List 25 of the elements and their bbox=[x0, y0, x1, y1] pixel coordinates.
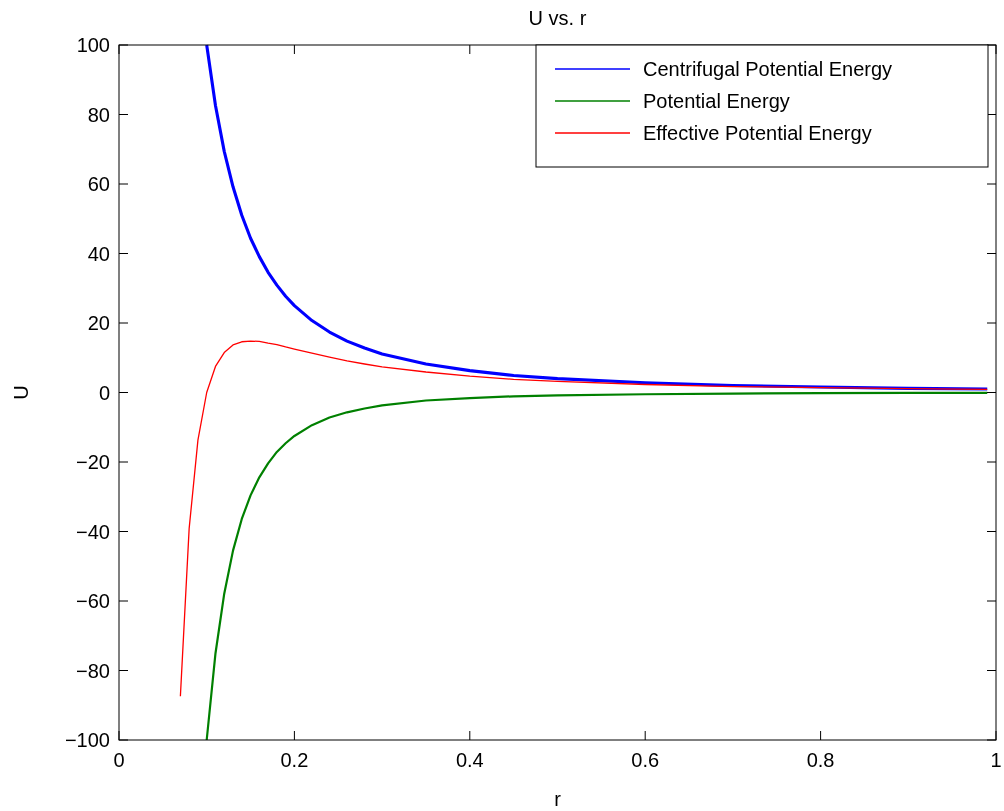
x-tick-label: 1 bbox=[990, 749, 1002, 771]
y-axis-title: U bbox=[10, 385, 32, 400]
y-tick-label: −40 bbox=[76, 520, 110, 543]
x-tick-label: 0.2 bbox=[280, 749, 309, 771]
line-series bbox=[179, 340, 988, 697]
x-tick-label: 0.8 bbox=[806, 749, 835, 771]
x-tick-label: 0 bbox=[113, 749, 125, 771]
y-tick-label: −100 bbox=[64, 729, 110, 751]
x-axis-title: r bbox=[554, 788, 562, 810]
y-tick-label: −20 bbox=[76, 451, 110, 473]
legend-label: Potential Energy bbox=[643, 90, 790, 112]
y-tick-label: 20 bbox=[87, 312, 110, 334]
y-tick-label: 60 bbox=[87, 173, 110, 195]
y-tick-label: 40 bbox=[87, 242, 110, 265]
y-tick-label: −60 bbox=[76, 590, 110, 612]
y-tick-label: 0 bbox=[98, 381, 110, 404]
y-tick-label: 80 bbox=[87, 103, 110, 126]
legend-label: Effective Potential Energy bbox=[643, 122, 872, 144]
x-tick-label: 0.4 bbox=[455, 749, 484, 771]
x-tick-label: 0.6 bbox=[631, 749, 660, 771]
y-tick-label: −80 bbox=[76, 659, 110, 682]
chart-title: U vs. r bbox=[528, 7, 587, 29]
legend-label: Centrifugal Potential Energy bbox=[643, 58, 893, 80]
line-series bbox=[205, 391, 989, 742]
y-tick-label: 100 bbox=[76, 34, 110, 56]
